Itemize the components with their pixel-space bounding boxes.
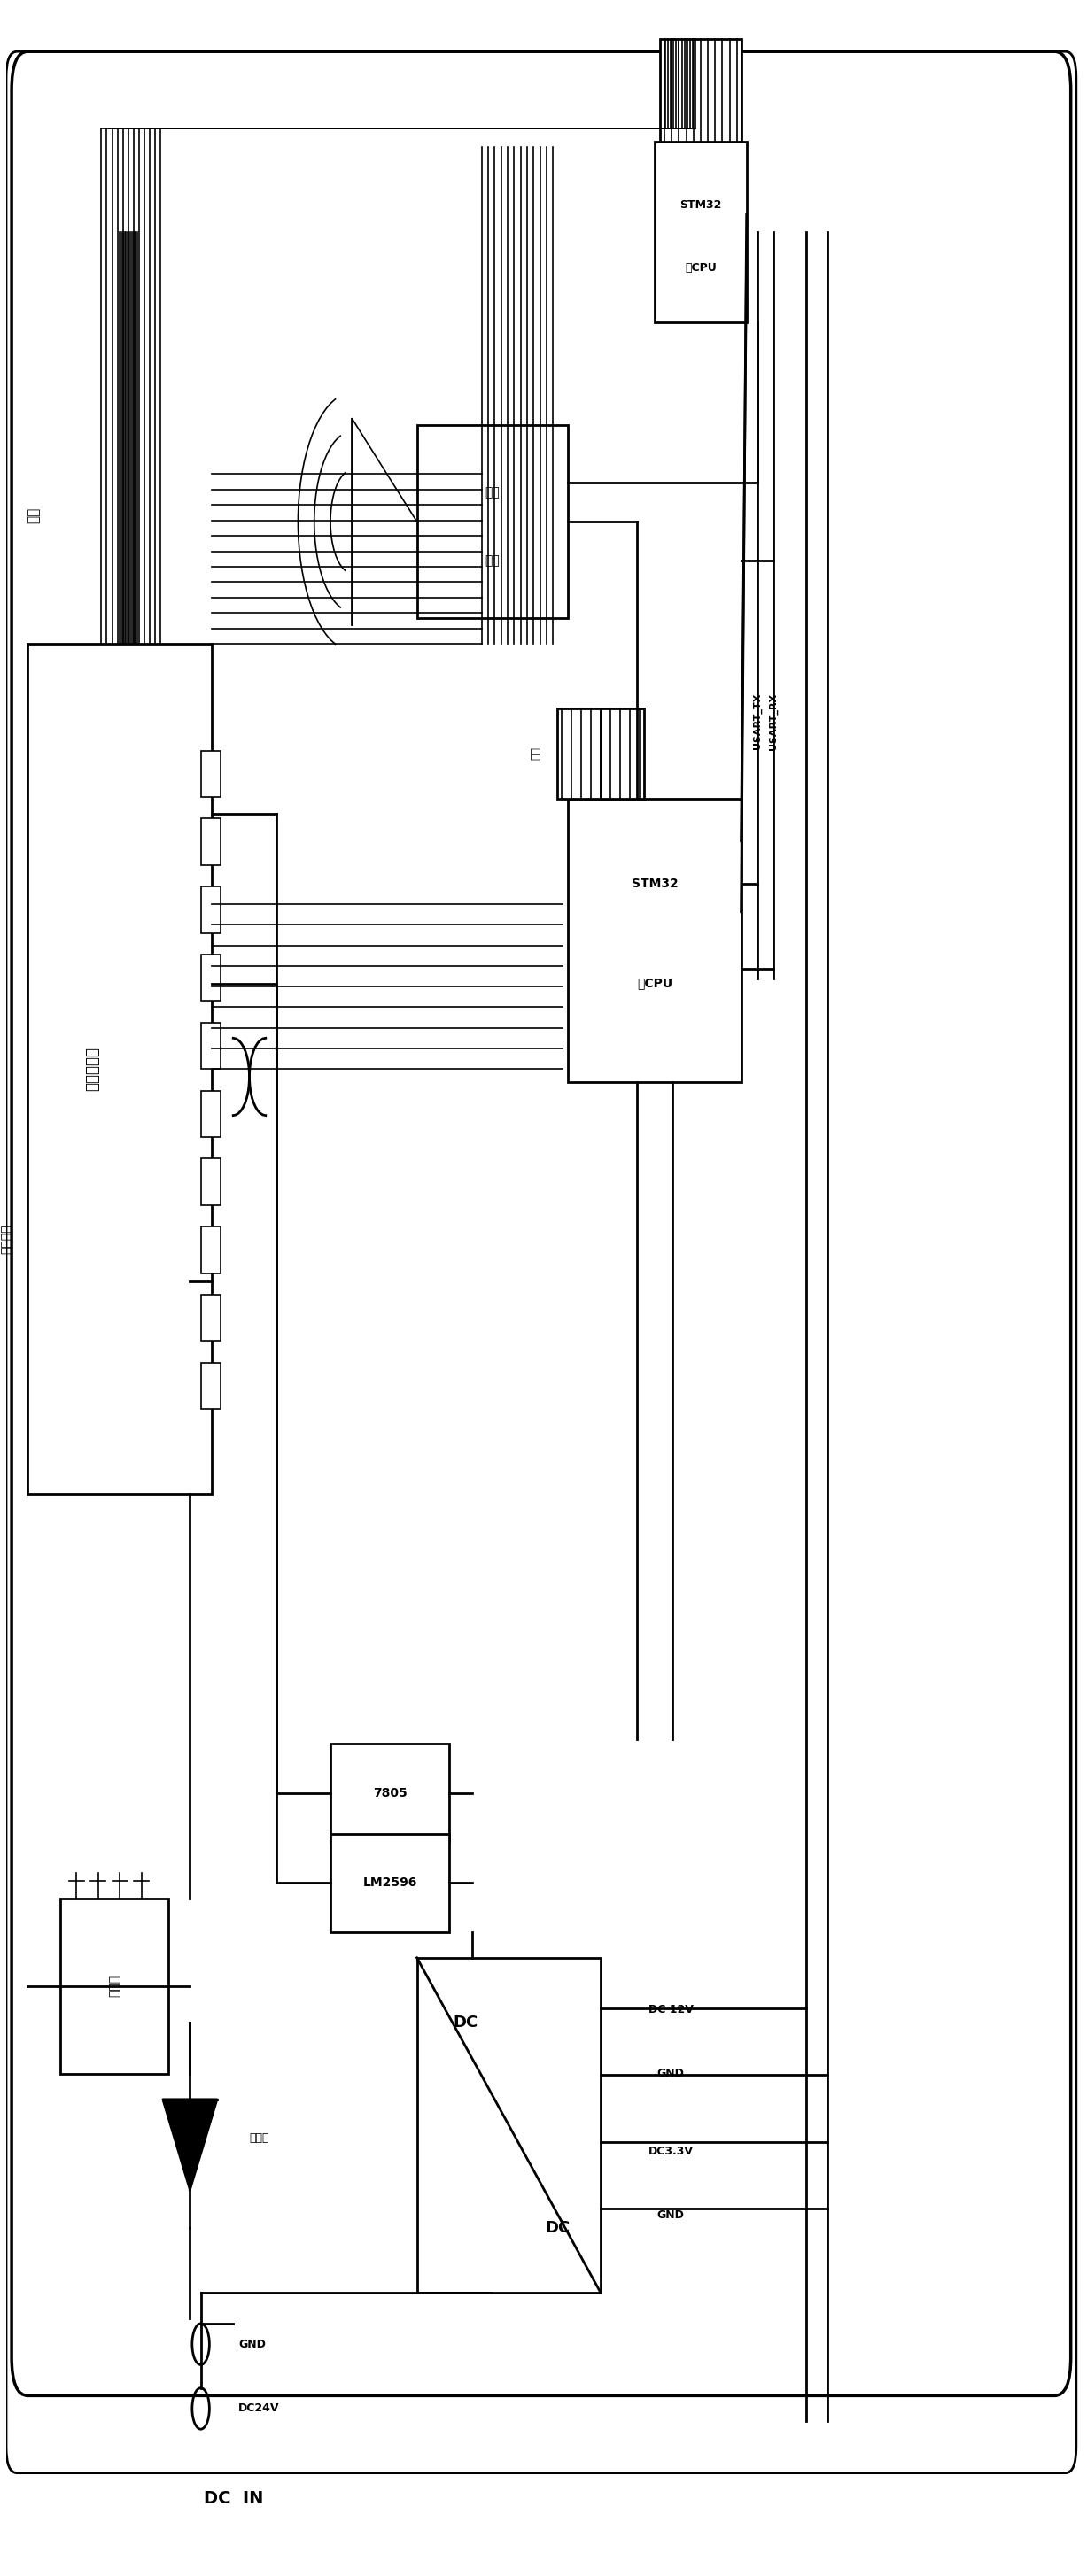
Text: DC  IN: DC IN	[203, 2491, 263, 2506]
Bar	[201, 1296, 221, 1342]
Bar	[417, 1958, 601, 2293]
Text: 收发: 收发	[485, 554, 500, 567]
Text: 检测: 检测	[26, 507, 40, 523]
Text: 副CPU: 副CPU	[685, 263, 716, 273]
Text: 输出电源: 输出电源	[0, 1224, 12, 1255]
Bar	[569, 799, 741, 1082]
Bar	[201, 1090, 221, 1136]
Bar	[330, 1834, 449, 1932]
Text: 二极管: 二极管	[249, 2133, 270, 2143]
Text: 主CPU: 主CPU	[637, 976, 673, 989]
Text: 7805: 7805	[373, 1788, 407, 1798]
Bar	[60, 1899, 168, 2074]
Bar	[201, 886, 221, 933]
Text: GND: GND	[658, 2069, 685, 2079]
Text: USART_TX: USART_TX	[753, 693, 762, 750]
Text: DC24V: DC24V	[238, 2403, 279, 2414]
Text: DC3.3V: DC3.3V	[648, 2146, 694, 2156]
Bar	[654, 142, 747, 322]
Text: 继电器: 继电器	[108, 1976, 121, 1996]
Text: GND: GND	[238, 2339, 266, 2349]
Bar	[660, 39, 741, 142]
Text: 输出放大板: 输出放大板	[84, 1046, 100, 1092]
Text: LM2596: LM2596	[363, 1878, 417, 1888]
Bar	[201, 956, 221, 1002]
Bar	[558, 708, 644, 799]
Text: DC: DC	[453, 2014, 478, 2030]
Polygon shape	[163, 2099, 217, 2190]
Bar	[201, 750, 221, 796]
Text: STM32: STM32	[679, 198, 722, 211]
Text: USART_RX: USART_RX	[769, 693, 778, 750]
Bar	[201, 819, 221, 866]
Text: GND: GND	[658, 2210, 685, 2221]
Bar	[201, 1159, 221, 1206]
Bar	[201, 1226, 221, 1273]
Text: DC 12V: DC 12V	[648, 2004, 694, 2014]
Text: DC: DC	[545, 2221, 570, 2236]
Bar	[417, 425, 569, 618]
Text: STM32: STM32	[632, 878, 678, 889]
Bar	[330, 1744, 449, 1842]
Text: 输出: 输出	[530, 747, 541, 760]
Bar	[201, 1363, 221, 1409]
Bar	[28, 644, 212, 1494]
Bar	[201, 1023, 221, 1069]
Text: 射频: 射频	[485, 487, 500, 500]
